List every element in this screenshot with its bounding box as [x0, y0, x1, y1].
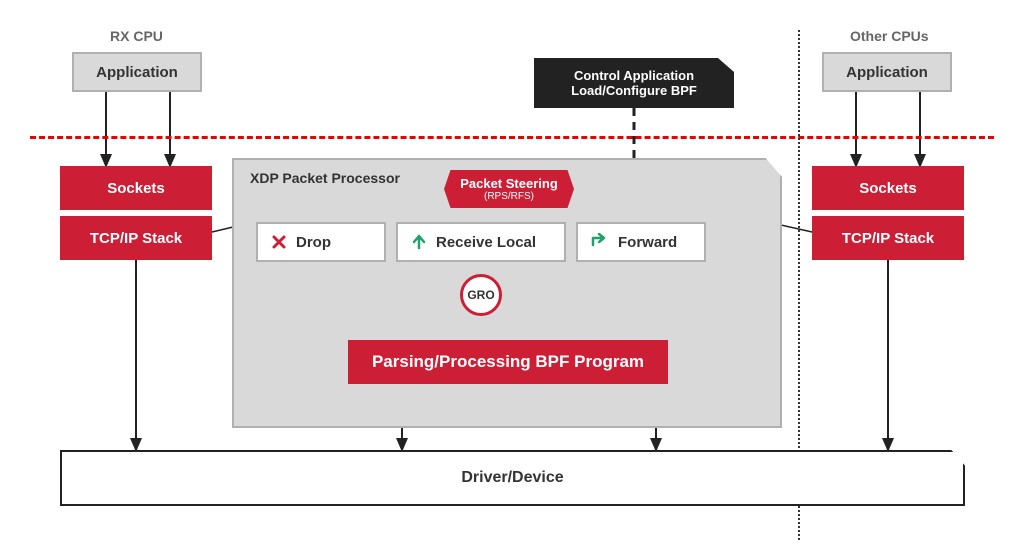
control-line2: Load/Configure BPF — [571, 83, 697, 98]
driver-device-box: Driver/Device — [60, 450, 965, 506]
control-line1: Control Application — [574, 68, 694, 83]
gro-circle: GRO — [460, 274, 502, 316]
tcpip-box-left: TCP/IP Stack — [60, 216, 212, 260]
packet-steering-l1: Packet Steering — [460, 176, 558, 191]
application-box-right: Application — [822, 52, 952, 92]
drop-box: Drop — [256, 222, 386, 262]
application-box-left: Application — [72, 52, 202, 92]
driver-label: Driver/Device — [461, 469, 563, 487]
forward-icon — [590, 233, 610, 251]
forward-box: Forward — [576, 222, 706, 262]
drop-icon — [270, 233, 288, 251]
bpf-program-box: Parsing/Processing BPF Program — [348, 340, 668, 384]
packet-steering-l2: (RPS/RFS) — [484, 191, 534, 202]
header-rx-cpu: RX CPU — [110, 28, 163, 44]
sockets-box-left: Sockets — [60, 166, 212, 210]
xdp-title: XDP Packet Processor — [250, 170, 400, 186]
up-arrow-icon — [410, 233, 428, 251]
sockets-box-right: Sockets — [812, 166, 964, 210]
header-other-cpus: Other CPUs — [850, 28, 929, 44]
dashed-red-line — [30, 136, 994, 139]
tcpip-box-right: TCP/IP Stack — [812, 216, 964, 260]
control-application-box: Control Application Load/Configure BPF — [534, 58, 734, 108]
receive-local-box: Receive Local — [396, 222, 566, 262]
packet-steering-box: Packet Steering (RPS/RFS) — [444, 170, 574, 208]
